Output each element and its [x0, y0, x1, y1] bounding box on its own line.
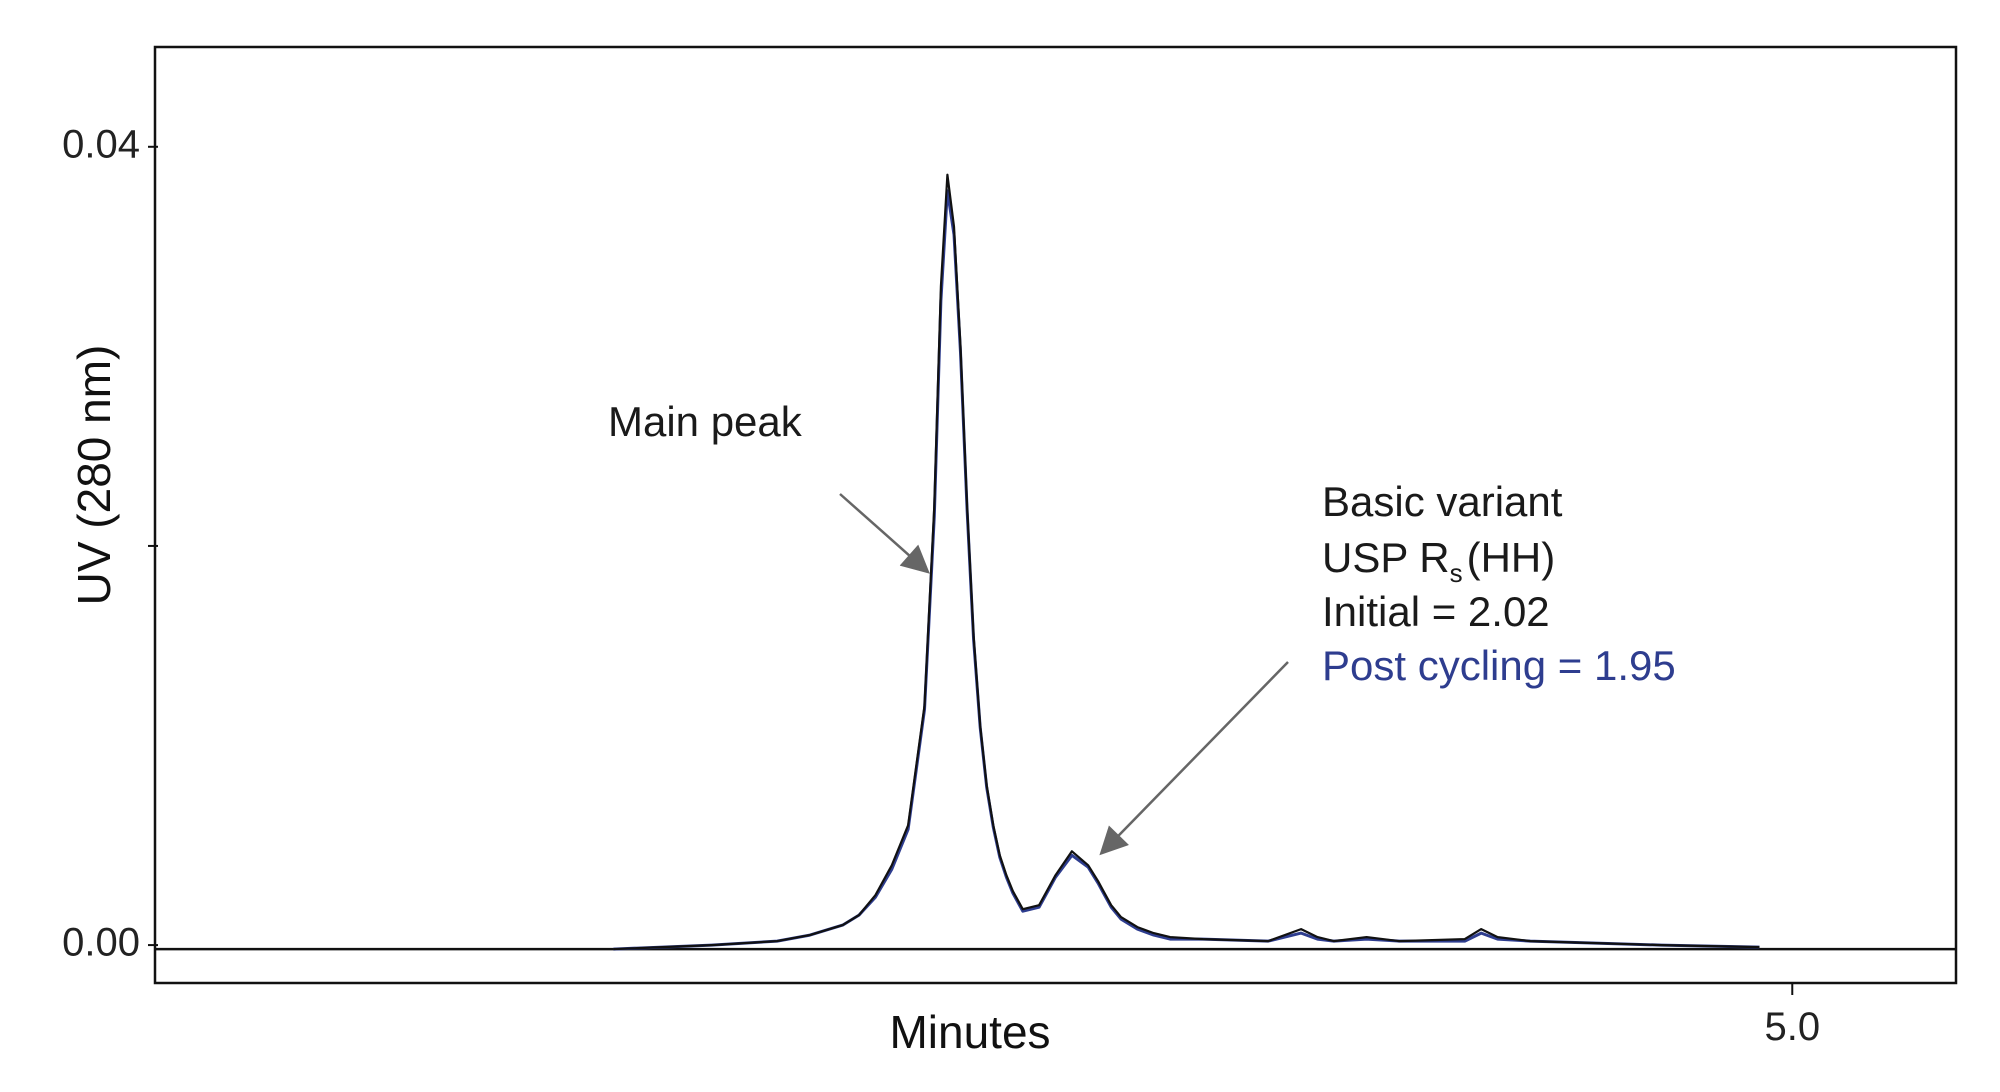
y-tick-label-0: 0.00 [62, 921, 140, 965]
series-initial-line [613, 173, 1760, 951]
plot-frame [153, 45, 1958, 985]
annotation-post-cycling: Post cycling = 1.95 [1322, 642, 1676, 689]
annotation-basic-variant: Basic variant [1322, 478, 1563, 525]
annotation-usp-rs: USP Rs(HH) [1322, 534, 1555, 588]
arrow-main-peak [839, 493, 930, 574]
x-axis-title: Minutes [889, 1006, 1050, 1058]
usp-hh-text: (HH) [1467, 534, 1556, 581]
y-axis-title: UV (280 nm) [68, 345, 120, 606]
arrow-basic-variant [1099, 661, 1289, 856]
annotation-initial: Initial = 2.02 [1322, 588, 1550, 635]
x-tick-label-5: 5.0 [1764, 1005, 1820, 1049]
y-tick-label-2: 0.04 [62, 122, 140, 166]
usp-subscript: s [1450, 558, 1463, 588]
usp-r-text: USP R [1322, 534, 1450, 581]
series-post-cycling-line [613, 189, 1760, 951]
annotation-main-peak: Main peak [608, 398, 803, 445]
